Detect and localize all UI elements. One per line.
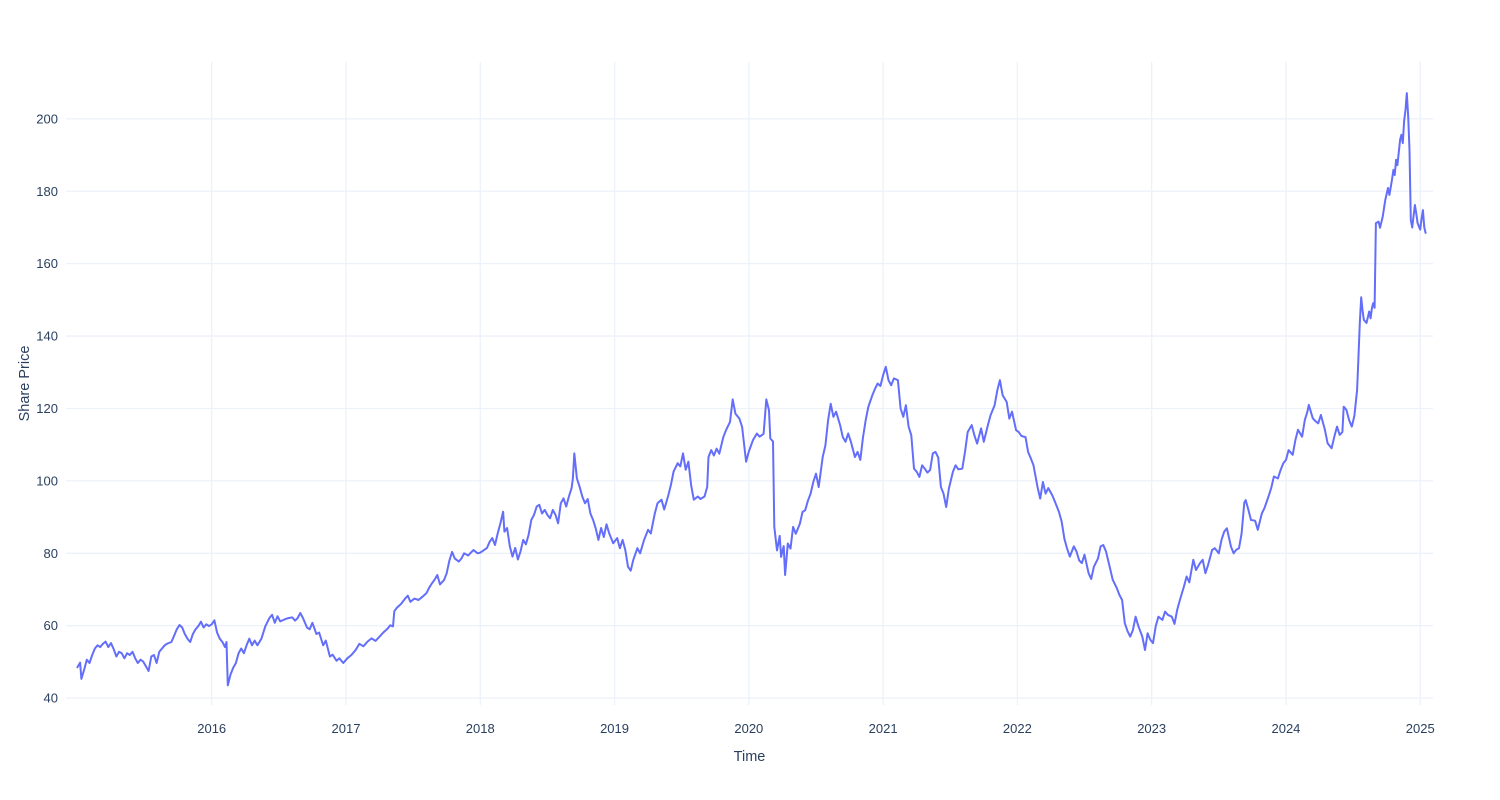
x-tick-label: 2021	[869, 721, 898, 736]
x-tick-label: 2020	[734, 721, 763, 736]
y-tick-label: 200	[36, 111, 58, 126]
x-tick-label: 2023	[1137, 721, 1166, 736]
y-tick-label: 160	[36, 256, 58, 271]
gridlines	[66, 62, 1433, 705]
y-tick-label: 60	[44, 618, 58, 633]
x-axis-tick-labels: 2016 2017 2018 2019 2020 2021 2022 2023 2024 2025	[197, 721, 1434, 736]
x-tick-label: 2024	[1271, 721, 1300, 736]
y-axis-tick-labels: 40 60 80 100 120 140 160 180 200	[36, 111, 58, 705]
y-tick-label: 180	[36, 184, 58, 199]
x-tick-label: 2025	[1406, 721, 1435, 736]
y-axis-title: Share Price	[17, 346, 33, 422]
y-tick-label: 120	[36, 401, 58, 416]
x-tick-label: 2016	[197, 721, 226, 736]
y-tick-label: 80	[44, 546, 58, 561]
plot-area	[66, 62, 1433, 705]
x-tick-label: 2019	[600, 721, 629, 736]
x-axis-title: Time	[734, 749, 766, 765]
y-tick-label: 140	[36, 329, 58, 344]
x-tick-label: 2018	[466, 721, 495, 736]
price-line	[76, 92, 1427, 687]
y-tick-label: 100	[36, 473, 58, 488]
x-tick-label: 2017	[332, 721, 361, 736]
x-tick-label: 2022	[1003, 721, 1032, 736]
y-tick-label: 40	[44, 691, 58, 706]
